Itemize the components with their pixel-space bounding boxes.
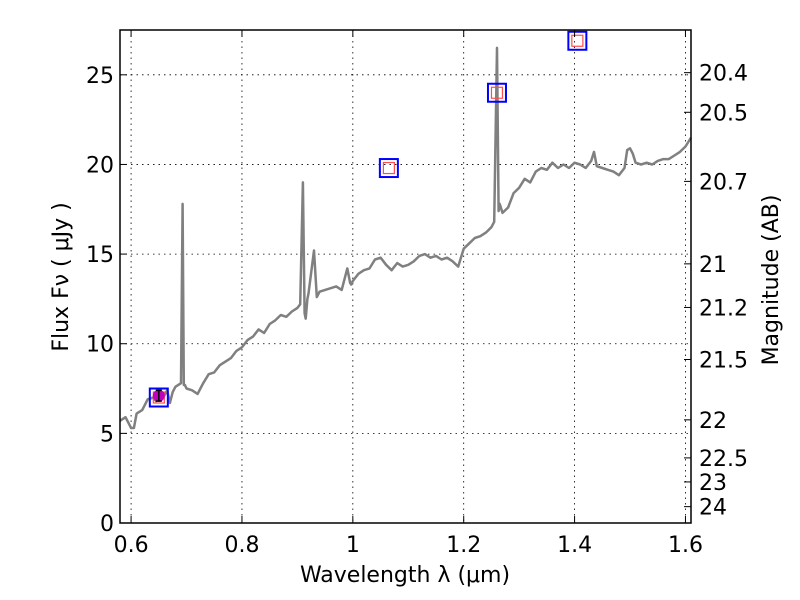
model-photometry-square bbox=[378, 158, 399, 179]
y-tick-label: 0 bbox=[100, 512, 114, 537]
mag-tick-label: 20.4 bbox=[699, 62, 748, 87]
y-axis-label: Flux Fν ( μJy ) bbox=[49, 202, 74, 351]
mag-tick-label: 23 bbox=[699, 471, 727, 496]
model-photometry-square-inner bbox=[382, 161, 395, 175]
spectrum-series bbox=[119, 46, 693, 430]
x-tick-label: 1.6 bbox=[668, 533, 703, 558]
mag-tick-label: 20.7 bbox=[699, 170, 748, 195]
grid bbox=[120, 30, 691, 524]
y-tick-label: 25 bbox=[86, 64, 114, 89]
mag-tick-label: 22 bbox=[699, 409, 727, 434]
mag-tick-label: 21 bbox=[699, 253, 727, 278]
mag-tick-label: 20.5 bbox=[699, 101, 748, 126]
model-photometry-square-inner bbox=[490, 86, 504, 99]
mag-tick-label: 24 bbox=[699, 496, 727, 521]
y-tick-label: 5 bbox=[100, 422, 114, 447]
mag-tick-label: 21.5 bbox=[699, 348, 748, 373]
x-tick-label: 0.6 bbox=[114, 533, 149, 558]
model-photometry-square-inner bbox=[571, 34, 584, 47]
model-photometry-square bbox=[567, 30, 588, 51]
model-photometry-square bbox=[486, 82, 507, 103]
mag-tick-label: 21.2 bbox=[699, 296, 748, 321]
x-tick-label: 1.2 bbox=[446, 533, 481, 558]
x-tick-label: 1 bbox=[346, 533, 360, 558]
x-tick-label: 1.4 bbox=[557, 533, 592, 558]
model-photometry-square bbox=[148, 387, 169, 408]
ticks: 0.6 0.8 1 1.2 1.4 1.6 0 5 10 15 20 25 20.4 20.5 20.7 21… bbox=[86, 30, 748, 558]
y-tick-label: 15 bbox=[86, 243, 114, 268]
x-axis-label: Wavelength λ (μm) bbox=[300, 563, 510, 588]
x-tick-label: 0.8 bbox=[224, 533, 259, 558]
mag-tick-label: 22.5 bbox=[699, 447, 748, 472]
spectrum-line bbox=[119, 46, 693, 430]
y-axis-right-label: Magnitude (AB) bbox=[759, 195, 784, 366]
y-tick-label: 20 bbox=[86, 153, 114, 178]
plot-frame bbox=[119, 29, 692, 524]
y-tick-label: 10 bbox=[86, 333, 114, 358]
photometry-markers bbox=[148, 30, 588, 408]
